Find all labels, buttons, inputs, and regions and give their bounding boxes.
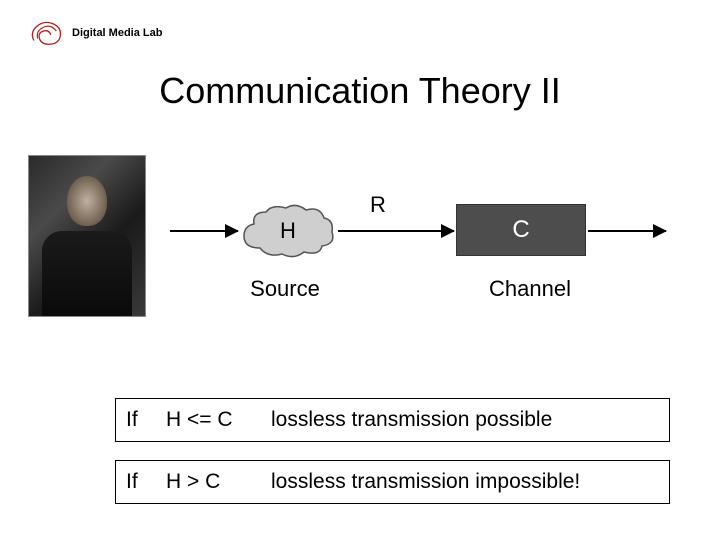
- source-label: Source: [225, 276, 345, 302]
- arrow-out-of-channel: [588, 230, 666, 232]
- channel-symbol: C: [512, 216, 529, 244]
- lab-name: Digital Media Lab: [72, 27, 162, 39]
- rule-row-2: If H > C lossless transmission impossibl…: [115, 460, 670, 504]
- channel-box: C: [456, 204, 586, 256]
- shannon-diagram: H R C Source Channel: [170, 190, 690, 330]
- slide-title: Communication Theory II: [0, 70, 720, 112]
- rate-label: R: [370, 192, 386, 218]
- rule-result-1: lossless transmission possible: [271, 408, 669, 432]
- rule-cond-2: H > C: [166, 470, 271, 494]
- arrow-source-to-channel: [338, 230, 454, 232]
- rule-if-2: If: [116, 470, 166, 494]
- source-cloud: H: [238, 202, 338, 260]
- lab-logo: Digital Media Lab: [28, 18, 162, 48]
- portrait-image: [28, 155, 146, 317]
- rule-row-1: If H <= C lossless transmission possible: [115, 398, 670, 442]
- channel-label: Channel: [470, 276, 590, 302]
- logo-swirl-icon: [28, 18, 66, 48]
- rule-cond-1: H <= C: [166, 408, 271, 432]
- rule-if-1: If: [116, 408, 166, 432]
- arrow-into-source: [170, 230, 238, 232]
- rule-result-2: lossless transmission impossible!: [271, 470, 669, 494]
- source-symbol: H: [238, 218, 338, 244]
